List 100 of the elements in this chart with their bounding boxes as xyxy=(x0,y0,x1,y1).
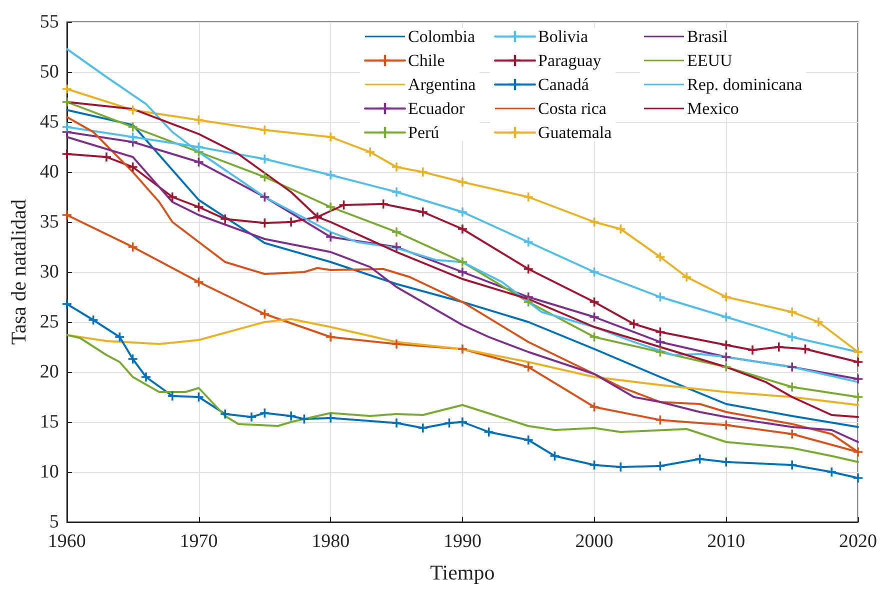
legend-label: Colombia xyxy=(408,27,476,46)
point xyxy=(326,332,336,342)
point xyxy=(656,348,665,356)
point xyxy=(62,84,72,94)
point xyxy=(800,344,810,354)
point xyxy=(458,258,467,266)
point xyxy=(220,214,230,224)
point xyxy=(326,170,336,180)
point xyxy=(722,352,731,362)
point xyxy=(458,344,467,354)
point xyxy=(392,162,402,172)
x-tick-label: 1970 xyxy=(180,531,218,552)
point xyxy=(590,218,599,226)
y-axis-title: Tasa de natalidad xyxy=(6,198,30,345)
point xyxy=(326,202,336,212)
point xyxy=(286,412,296,420)
point xyxy=(260,154,270,164)
point xyxy=(788,430,797,438)
point xyxy=(246,412,256,422)
point xyxy=(102,152,111,162)
legend-label: Ecuador xyxy=(408,99,465,118)
point xyxy=(656,328,665,336)
point xyxy=(827,468,836,476)
y-tick-label: 30 xyxy=(40,262,59,282)
line-series xyxy=(66,318,859,406)
point xyxy=(128,122,138,132)
point xyxy=(194,158,204,166)
point xyxy=(128,354,138,364)
x-tick-label: 2010 xyxy=(707,531,746,552)
point xyxy=(260,192,270,202)
point xyxy=(682,272,692,282)
point xyxy=(326,414,336,422)
point xyxy=(854,448,862,456)
point xyxy=(458,418,467,426)
point xyxy=(168,392,177,400)
x-tick-label: 2020 xyxy=(839,531,877,552)
point xyxy=(260,218,270,228)
point xyxy=(194,392,204,402)
x-tick-label: 1980 xyxy=(312,531,350,552)
point xyxy=(392,242,402,252)
line-series xyxy=(66,334,859,463)
point xyxy=(788,362,797,372)
y-tick-label: 40 xyxy=(40,162,59,182)
point xyxy=(392,418,402,428)
point xyxy=(392,228,402,236)
point xyxy=(62,300,72,308)
point xyxy=(774,342,784,352)
y-tick-label: 15 xyxy=(40,412,59,432)
point xyxy=(312,212,322,222)
y-tick-label: 55 xyxy=(40,12,59,32)
point xyxy=(484,428,494,436)
point xyxy=(788,308,797,316)
legend-label: Guatemala xyxy=(538,123,612,142)
point xyxy=(629,320,638,328)
point xyxy=(194,142,204,152)
point xyxy=(194,202,204,212)
point xyxy=(524,192,533,202)
point xyxy=(458,208,467,216)
point xyxy=(128,132,138,142)
y-tick-label: 5 xyxy=(49,512,59,532)
point xyxy=(722,458,731,466)
point xyxy=(128,242,138,252)
y-tick-label: 10 xyxy=(40,462,59,482)
point xyxy=(339,200,348,210)
point xyxy=(128,162,138,172)
point xyxy=(590,298,599,306)
point xyxy=(168,192,177,202)
y-tick-label: 35 xyxy=(40,212,59,232)
point xyxy=(142,372,151,382)
point xyxy=(300,414,309,424)
point xyxy=(378,200,388,208)
point xyxy=(616,224,626,234)
x-axis-title: Tiempo xyxy=(430,560,495,584)
point xyxy=(366,148,375,156)
point xyxy=(722,292,731,302)
point xyxy=(260,126,270,134)
point xyxy=(788,460,797,470)
point xyxy=(326,132,336,142)
legend-label: Perú xyxy=(408,123,440,142)
point xyxy=(62,122,72,132)
point xyxy=(194,116,204,124)
legend-label: Brasil xyxy=(687,27,728,46)
y-tick-label: 25 xyxy=(40,312,59,332)
legend-label: Argentina xyxy=(408,75,476,94)
legend-label: Chile xyxy=(408,51,445,70)
point xyxy=(444,418,454,428)
point xyxy=(590,312,599,322)
legend-label: Mexico xyxy=(687,99,739,118)
legend-label: Paraguay xyxy=(538,51,602,70)
y-tick-label: 45 xyxy=(40,112,59,132)
point xyxy=(418,208,428,216)
point xyxy=(524,436,533,444)
legend-label: Bolivia xyxy=(538,27,589,46)
legend-label: EEUU xyxy=(687,51,732,70)
point xyxy=(722,312,731,322)
point xyxy=(590,402,599,412)
point xyxy=(854,392,862,402)
point xyxy=(260,172,270,182)
point xyxy=(458,178,467,186)
point xyxy=(392,188,402,196)
